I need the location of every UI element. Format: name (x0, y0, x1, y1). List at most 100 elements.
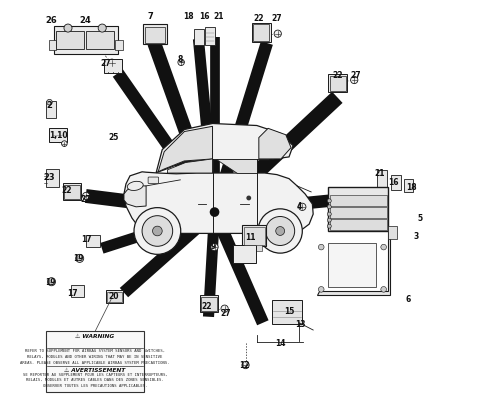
Polygon shape (156, 124, 293, 173)
FancyBboxPatch shape (46, 331, 144, 392)
Text: 22: 22 (332, 71, 343, 80)
Circle shape (48, 278, 56, 286)
FancyBboxPatch shape (233, 246, 256, 263)
Text: 17: 17 (82, 235, 92, 244)
Text: 18: 18 (407, 183, 417, 192)
Circle shape (327, 205, 331, 209)
FancyBboxPatch shape (272, 300, 302, 324)
Text: 27: 27 (220, 309, 231, 318)
FancyBboxPatch shape (205, 27, 216, 45)
FancyBboxPatch shape (330, 195, 387, 206)
Circle shape (327, 199, 331, 203)
Text: 22: 22 (253, 14, 264, 23)
Polygon shape (124, 172, 313, 234)
Circle shape (381, 244, 386, 250)
Circle shape (47, 99, 52, 105)
Polygon shape (158, 126, 213, 172)
FancyBboxPatch shape (46, 169, 59, 187)
FancyBboxPatch shape (46, 101, 56, 118)
Circle shape (327, 212, 331, 216)
Text: 16: 16 (388, 178, 399, 187)
Polygon shape (168, 159, 213, 173)
FancyBboxPatch shape (56, 31, 84, 49)
FancyBboxPatch shape (148, 177, 158, 183)
Text: 16: 16 (199, 12, 210, 21)
FancyBboxPatch shape (330, 219, 387, 230)
Text: 7: 7 (147, 12, 153, 21)
Circle shape (246, 196, 251, 200)
Text: 6: 6 (405, 295, 410, 304)
Circle shape (221, 305, 228, 312)
FancyBboxPatch shape (328, 244, 376, 287)
Circle shape (211, 244, 218, 251)
Text: 23: 23 (44, 173, 55, 182)
Circle shape (318, 244, 324, 250)
Text: 4: 4 (297, 202, 302, 210)
FancyBboxPatch shape (377, 170, 387, 187)
Circle shape (350, 76, 358, 84)
Text: 24: 24 (80, 16, 92, 25)
Text: 27: 27 (350, 71, 361, 80)
FancyBboxPatch shape (388, 226, 397, 239)
Text: ⚠ AVERTISSEMENT: ⚠ AVERTISSEMENT (64, 368, 126, 373)
Circle shape (178, 59, 184, 65)
Polygon shape (259, 128, 291, 159)
Text: ⚠ WARNING: ⚠ WARNING (75, 335, 115, 339)
Circle shape (258, 209, 302, 253)
FancyBboxPatch shape (245, 244, 263, 251)
Circle shape (76, 255, 84, 262)
Text: 18: 18 (183, 12, 194, 21)
FancyBboxPatch shape (330, 76, 346, 91)
Text: 11: 11 (246, 233, 256, 242)
Text: 8: 8 (178, 55, 183, 63)
FancyBboxPatch shape (63, 183, 81, 200)
FancyBboxPatch shape (242, 225, 266, 246)
FancyBboxPatch shape (48, 128, 67, 143)
FancyBboxPatch shape (106, 290, 123, 303)
Text: 12: 12 (240, 360, 250, 370)
FancyBboxPatch shape (64, 185, 80, 199)
Text: 1,10: 1,10 (49, 131, 68, 140)
FancyBboxPatch shape (71, 284, 84, 297)
Circle shape (381, 286, 386, 292)
Circle shape (299, 203, 306, 210)
Text: 17: 17 (67, 289, 78, 298)
FancyBboxPatch shape (200, 295, 218, 312)
Circle shape (242, 362, 249, 369)
Circle shape (83, 192, 90, 200)
FancyBboxPatch shape (104, 59, 122, 73)
Text: 22: 22 (61, 186, 72, 195)
Text: 27: 27 (100, 59, 111, 67)
FancyBboxPatch shape (143, 24, 167, 44)
Text: 27: 27 (80, 196, 91, 204)
FancyBboxPatch shape (404, 179, 413, 192)
Circle shape (327, 218, 331, 222)
Text: 9: 9 (211, 242, 216, 251)
Circle shape (134, 208, 181, 255)
Text: 26: 26 (46, 16, 57, 25)
Text: 21: 21 (213, 12, 224, 21)
Text: 15: 15 (284, 307, 294, 316)
Circle shape (318, 286, 324, 292)
Text: 25: 25 (108, 133, 119, 142)
Circle shape (142, 216, 173, 246)
Text: 27: 27 (272, 14, 282, 23)
Text: 19: 19 (73, 254, 84, 263)
FancyBboxPatch shape (243, 227, 265, 245)
Circle shape (210, 207, 219, 217)
FancyBboxPatch shape (330, 207, 387, 218)
FancyBboxPatch shape (201, 297, 217, 311)
Circle shape (265, 217, 295, 246)
FancyBboxPatch shape (86, 31, 114, 49)
Text: 14: 14 (275, 339, 286, 348)
FancyBboxPatch shape (108, 292, 122, 302)
Text: REFER TO SUPPLEMENT FOR AIRBAG SYSTEM SENSORS AND SWITCHES,
RELAYS, MODULES AND : REFER TO SUPPLEMENT FOR AIRBAG SYSTEM SE… (20, 349, 170, 365)
Text: 13: 13 (295, 320, 306, 329)
Circle shape (276, 227, 285, 236)
Text: 21: 21 (374, 169, 385, 178)
FancyBboxPatch shape (54, 26, 118, 54)
FancyBboxPatch shape (145, 27, 166, 42)
Polygon shape (317, 231, 390, 295)
FancyBboxPatch shape (86, 235, 100, 247)
Circle shape (108, 59, 116, 67)
